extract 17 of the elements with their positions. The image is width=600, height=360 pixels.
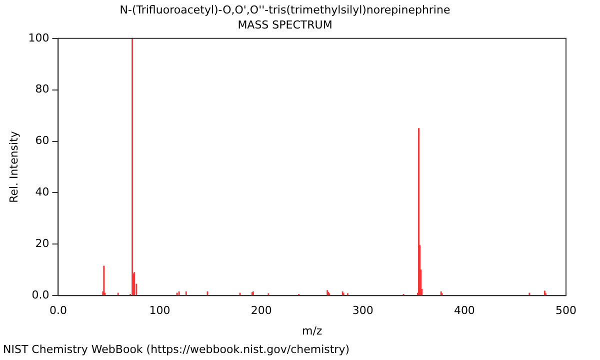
y-axis-title: Rel. Intensity	[7, 130, 20, 203]
y-tick-label: 0.0	[32, 288, 50, 302]
x-tick-label: 100	[149, 304, 170, 318]
x-tick-label: 200	[250, 304, 272, 318]
y-tick-label: 80	[35, 82, 50, 96]
x-tick-label: 500	[556, 304, 576, 318]
x-axis-title: m/z	[302, 324, 322, 338]
y-tick-label: 40	[35, 186, 50, 199]
y-tick-label: 60	[35, 134, 50, 148]
x-tick-label: 300	[352, 304, 374, 318]
x-tick-label: 0.0	[49, 304, 67, 318]
y-tick-label: 100	[28, 31, 50, 44]
x-tick-label: 400	[454, 304, 475, 318]
chart-title: N-(Trifluoroacetyl)-O,O',O''-tris(trimethylsilyl)norepinephrine	[120, 3, 450, 16]
chart-subtitle: MASS SPECTRUM	[238, 18, 332, 32]
y-tick-label: 20	[35, 237, 50, 250]
text: NIST Chemistry WebBook (https://webbook.nist.gov/chemistry)	[2, 342, 350, 358]
